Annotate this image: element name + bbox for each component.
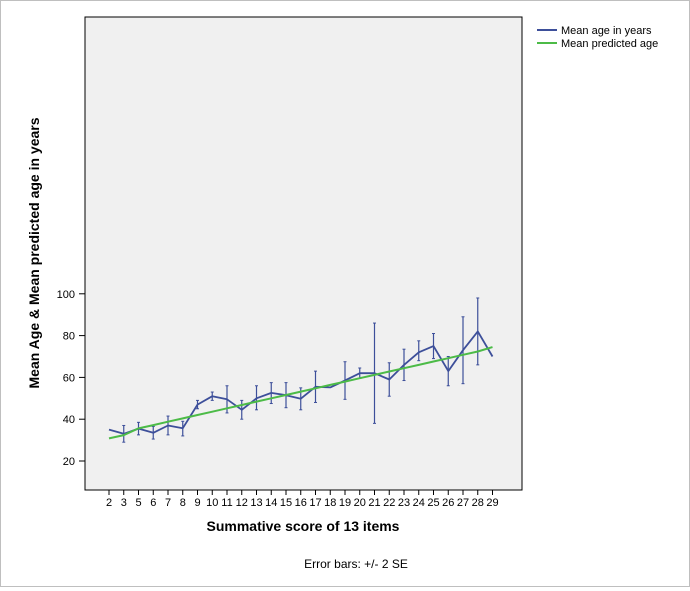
x-tick-label: 8	[180, 497, 186, 509]
series-line-predicted-age	[108, 346, 493, 440]
x-tick-label: 25	[427, 497, 439, 509]
x-tick-label: 10	[206, 497, 218, 509]
x-tick-label: 5	[135, 497, 141, 509]
x-tick-label: 29	[486, 497, 498, 509]
x-tick-label: 15	[280, 497, 292, 509]
x-tick-label: 18	[324, 497, 336, 509]
x-tick-label: 17	[309, 497, 321, 509]
x-tick-label: 27	[457, 497, 469, 509]
x-axis-title: Summative score of 13 items	[207, 518, 400, 534]
x-tick-label: 16	[295, 497, 307, 509]
x-tick-label: 26	[442, 497, 454, 509]
y-tick-label: 20	[63, 456, 75, 468]
x-tick-label: 6	[150, 497, 156, 509]
x-tick-label: 24	[413, 497, 425, 509]
legend-label-mean-age: Mean age in years	[561, 25, 652, 37]
y-tick-label: 100	[57, 289, 75, 301]
legend-label-predicted-age: Mean predicted age	[561, 38, 658, 50]
x-tick-label: 28	[472, 497, 484, 509]
series-lines	[108, 330, 494, 440]
x-tick-label: 22	[383, 497, 395, 509]
x-axis: 2 3 5 6 7 8 9 10 11 12 13 14 15 16 17 18 19 20 21 22 23 24 25 2…	[106, 490, 499, 509]
x-tick-label: 20	[354, 497, 366, 509]
x-tick-label: 14	[265, 497, 277, 509]
y-axis: 20 40 60 80 100	[57, 289, 85, 468]
series-line-mean-age	[108, 330, 494, 435]
x-tick-label: 9	[194, 497, 200, 509]
x-tick-label: 2	[106, 497, 112, 509]
plot-area	[84, 16, 523, 491]
x-tick-label: 21	[368, 497, 380, 509]
y-tick-label: 60	[63, 372, 75, 384]
x-tick-label: 19	[339, 497, 351, 509]
y-axis-title: Mean Age & Mean predicted age in years	[26, 117, 42, 388]
legend: Mean age in years Mean predicted age	[537, 25, 658, 50]
x-tick-label: 7	[165, 497, 171, 509]
x-tick-label: 23	[398, 497, 410, 509]
x-tick-label: 3	[121, 497, 127, 509]
x-tick-label: 13	[250, 497, 262, 509]
x-tick-label: 12	[236, 497, 248, 509]
x-tick-label: 11	[221, 497, 232, 509]
y-tick-label: 40	[63, 414, 75, 426]
error-bars-footnote: Error bars: +/- 2 SE	[304, 557, 408, 571]
y-tick-label: 80	[63, 331, 75, 343]
